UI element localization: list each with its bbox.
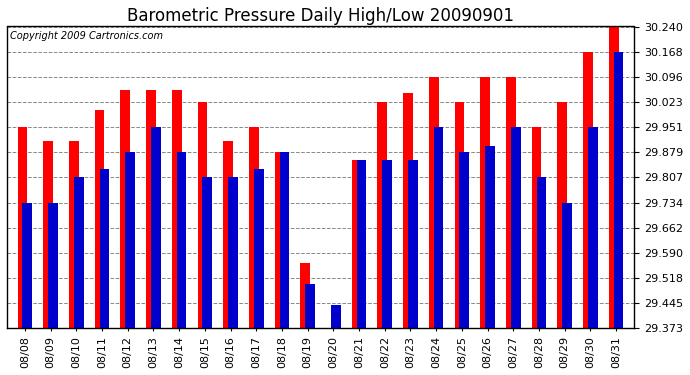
Bar (228, 177, 238, 328)
Bar (408, 160, 418, 328)
Bar (95, 110, 104, 328)
Bar (480, 76, 490, 328)
Bar (331, 305, 341, 328)
Bar (48, 202, 58, 328)
Bar (249, 127, 259, 328)
Bar (588, 127, 598, 328)
Bar (146, 90, 156, 328)
Bar (254, 169, 264, 328)
Bar (23, 202, 32, 328)
Bar (609, 27, 618, 328)
Bar (69, 141, 79, 328)
Bar (43, 141, 53, 328)
Bar (506, 76, 515, 328)
Bar (532, 127, 542, 328)
Bar (377, 102, 387, 328)
Text: Copyright 2009 Cartronics.com: Copyright 2009 Cartronics.com (10, 31, 163, 41)
Bar (224, 141, 233, 328)
Bar (485, 146, 495, 328)
Bar (18, 127, 28, 328)
Bar (177, 152, 186, 328)
Bar (99, 169, 110, 328)
Bar (197, 102, 207, 328)
Bar (275, 152, 284, 328)
Bar (172, 90, 181, 328)
Bar (537, 177, 546, 328)
Bar (382, 160, 392, 328)
Bar (460, 152, 469, 328)
Bar (305, 284, 315, 328)
Bar (511, 127, 521, 328)
Bar (121, 90, 130, 328)
Bar (558, 102, 567, 328)
Bar (357, 160, 366, 328)
Title: Barometric Pressure Daily High/Low 20090901: Barometric Pressure Daily High/Low 20090… (127, 7, 514, 25)
Bar (403, 93, 413, 328)
Bar (126, 152, 135, 328)
Bar (455, 102, 464, 328)
Bar (613, 51, 624, 328)
Bar (429, 76, 439, 328)
Bar (300, 263, 310, 328)
Bar (434, 127, 444, 328)
Bar (279, 152, 289, 328)
Bar (202, 177, 213, 328)
Bar (562, 202, 572, 328)
Bar (583, 51, 593, 328)
Bar (151, 127, 161, 328)
Bar (74, 177, 83, 328)
Bar (352, 160, 362, 328)
